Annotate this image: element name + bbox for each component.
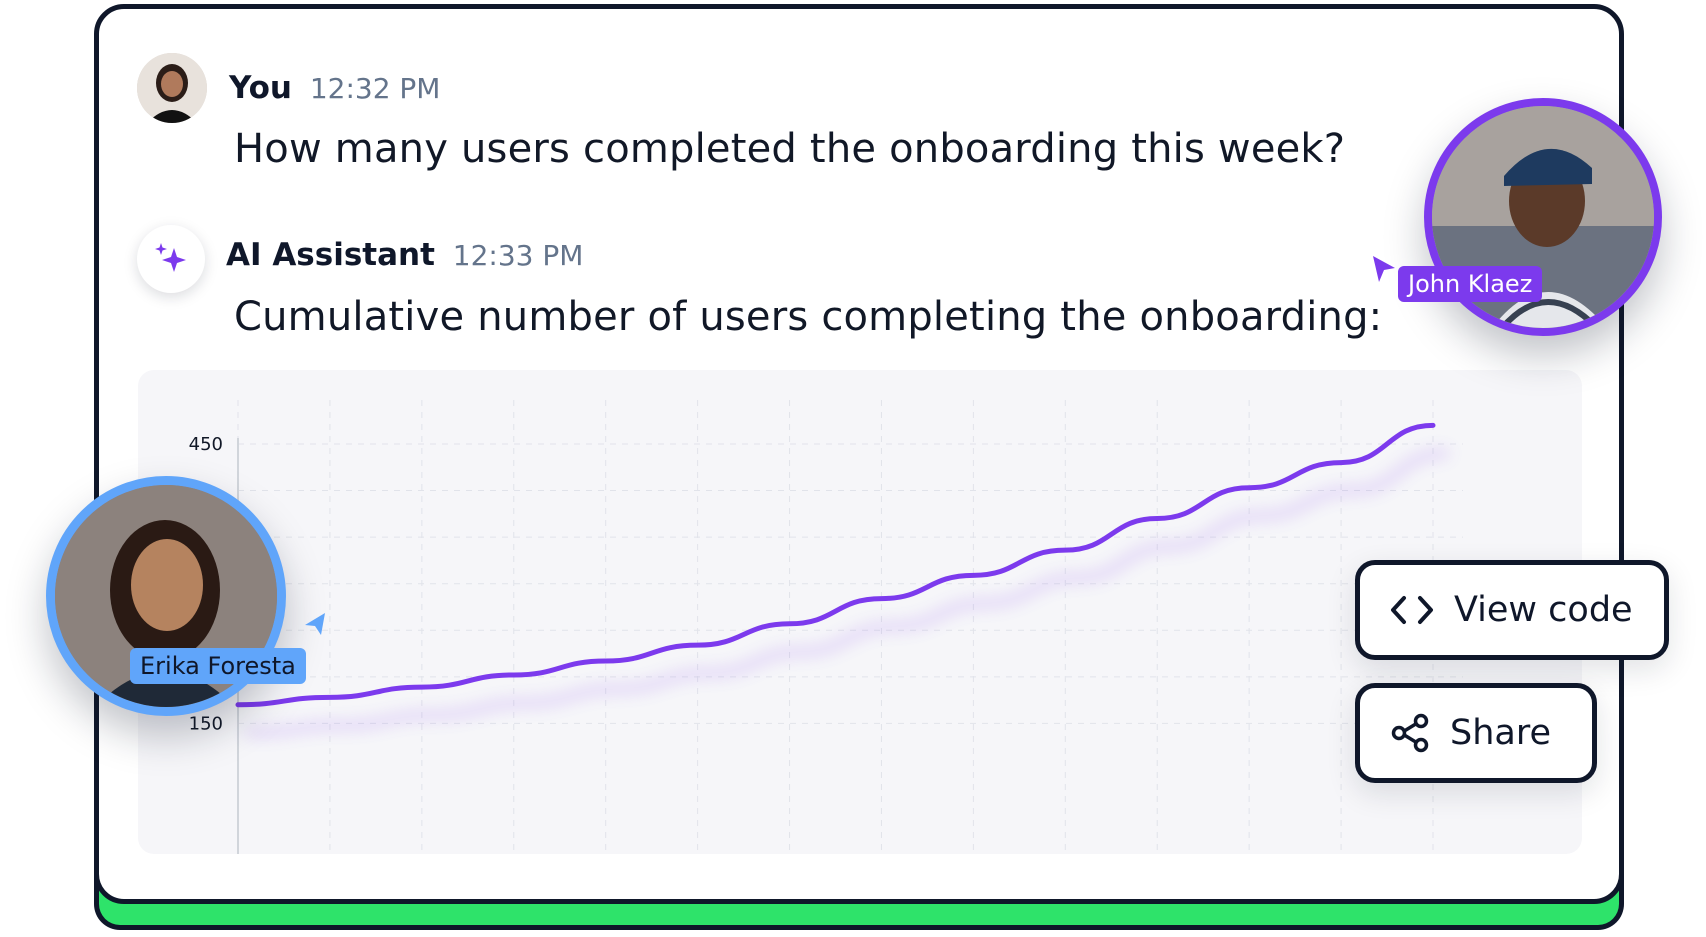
- user-message-text: How many users completed the onboarding …: [234, 126, 1346, 172]
- assistant-message-header: AI Assistant 12:33 PM: [226, 237, 583, 273]
- collaborator-label-john: John Klaez: [1398, 266, 1543, 302]
- y-tick-label: 450: [189, 434, 223, 455]
- ai-assistant-avatar: [137, 225, 205, 293]
- share-label: Share: [1450, 713, 1552, 753]
- assistant-name: AI Assistant: [226, 237, 435, 273]
- collaborator-avatar-john: [1424, 98, 1662, 336]
- view-code-button[interactable]: View code: [1355, 560, 1669, 660]
- collaborator-label-erika: Erika Foresta: [130, 648, 306, 684]
- share-icon: [1391, 713, 1429, 753]
- assistant-message-time: 12:33 PM: [452, 239, 584, 272]
- line-chart: 450200150: [189, 400, 1463, 854]
- series-line: [235, 422, 1436, 708]
- view-code-label: View code: [1454, 590, 1633, 630]
- assistant-message-text: Cumulative number of users completing th…: [234, 294, 1383, 340]
- sparkle-icon: [155, 243, 186, 272]
- cursor-icon-john: [1373, 256, 1395, 282]
- user-name: You: [229, 70, 292, 106]
- user-message-time: 12:32 PM: [309, 72, 441, 105]
- code-icon: [1391, 596, 1433, 624]
- series-line-shadow: [245, 448, 1450, 738]
- user-message-header: You 12:32 PM: [229, 70, 440, 106]
- cursor-icon-erika: [305, 613, 325, 635]
- share-button[interactable]: Share: [1355, 683, 1597, 783]
- user-avatar: [137, 53, 207, 123]
- y-tick-label: 150: [189, 713, 223, 734]
